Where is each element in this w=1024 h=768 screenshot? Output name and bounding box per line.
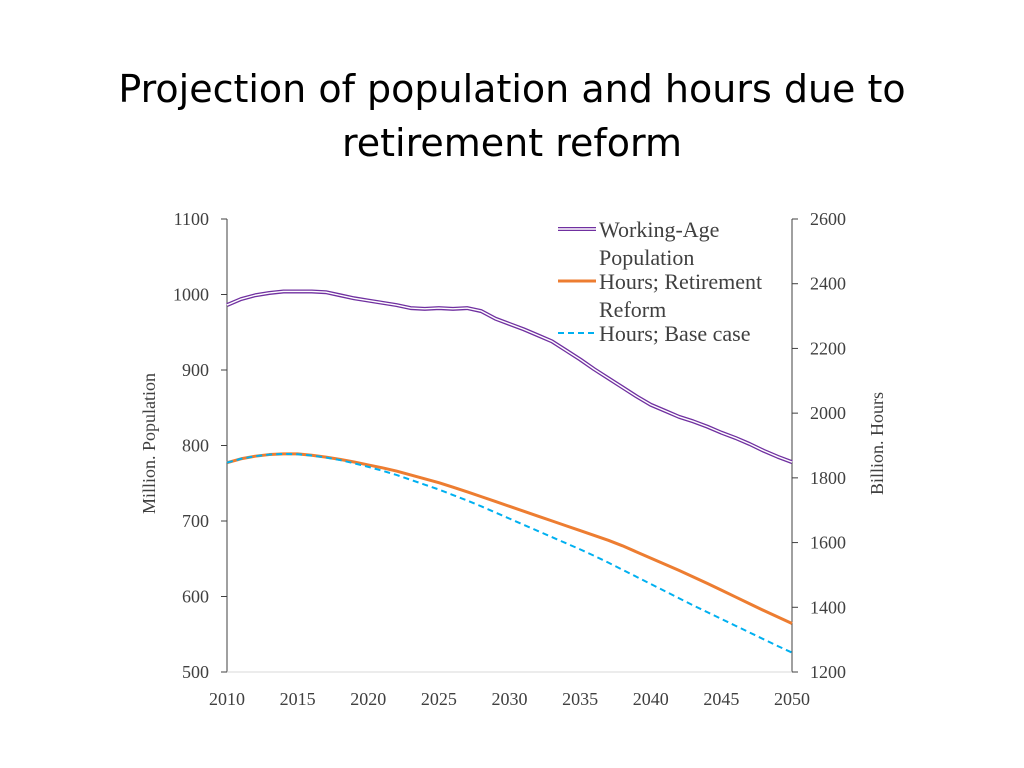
x-tick-label: 2020 (350, 689, 386, 709)
legend-item-working-age-population-label: Population (599, 245, 694, 270)
y-left-tick-label: 900 (182, 360, 209, 380)
x-tick-label: 2050 (774, 689, 810, 709)
y-right-axis-title: Billion. Hours (867, 392, 887, 495)
y-left-tick-label: 500 (182, 662, 209, 682)
series-working-age-population-line (226, 289, 793, 464)
x-tick-label: 2040 (633, 689, 669, 709)
series-hours-base-case-line (226, 452, 793, 654)
y-right-tick-label: 2600 (810, 209, 846, 229)
y-left-tick-label: 1000 (173, 285, 209, 305)
legend-item-working-age-population-label: Working-Age (599, 217, 719, 242)
chart-title-line-1: Projection of population and hours due t… (118, 67, 906, 111)
y-right-tick-label: 2400 (810, 274, 846, 294)
x-tick-label: 2010 (209, 689, 245, 709)
legend-item-hours-retirement-reform-label: Hours; Retirement (599, 269, 762, 294)
y-right-tick-label: 2000 (810, 403, 846, 423)
chart-title: Projection of population and hours due t… (62, 62, 962, 170)
y-left-tick-label: 1100 (174, 209, 209, 229)
x-tick-label: 2035 (562, 689, 598, 709)
y-left-tick-label: 600 (182, 587, 209, 607)
y-right-tick-label: 2200 (810, 338, 846, 358)
y-left-tick-label: 700 (182, 511, 209, 531)
series-working-age-population-line-inner (226, 290, 793, 463)
y-left-tick-label: 800 (182, 436, 209, 456)
y-right-tick-label: 1800 (810, 468, 846, 488)
y-right-tick-label: 1200 (810, 662, 846, 682)
series-hours-retirement-reform-line (226, 452, 793, 625)
y-right-tick-label: 1600 (810, 533, 846, 553)
chart-title-line-2: retirement reform (341, 121, 682, 165)
legend-item-hours-base-case-label: Hours; Base case (599, 321, 751, 346)
x-tick-label: 2025 (421, 689, 457, 709)
y-left-axis-title: Million. Population (139, 373, 159, 514)
x-tick-label: 2045 (703, 689, 739, 709)
x-tick-label: 2015 (280, 689, 316, 709)
legend-item-hours-retirement-reform-label: Reform (599, 297, 666, 322)
y-right-tick-label: 1400 (810, 597, 846, 617)
x-tick-label: 2030 (492, 689, 528, 709)
